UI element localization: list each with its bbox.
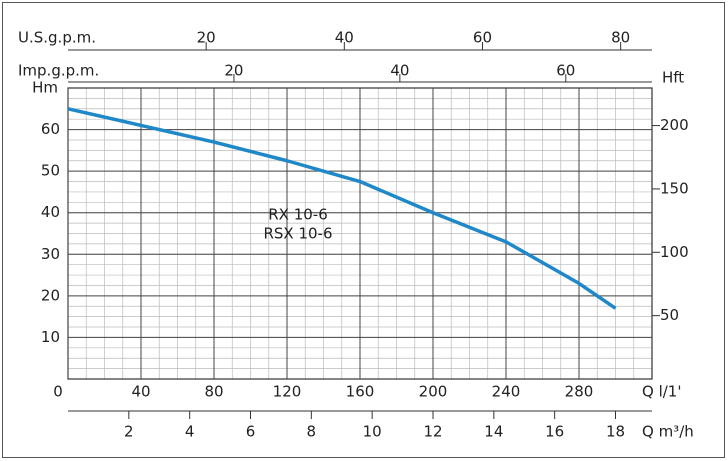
secondary-tick-label: 4 <box>185 423 195 441</box>
secondary-axis-label: U.S.g.p.m. <box>18 29 96 47</box>
x-tick-label: 200 <box>419 383 448 401</box>
secondary-tick-label: 40 <box>335 29 354 47</box>
secondary-tick-label: 18 <box>606 423 625 441</box>
y2-axis-label: Hft <box>662 69 684 87</box>
secondary-tick-label: 16 <box>545 423 564 441</box>
y-tick-label: 30 <box>41 245 60 263</box>
secondary-axis-label: Imp.g.p.m. <box>18 62 99 80</box>
secondary-tick-label: 2 <box>124 423 134 441</box>
y2-tick-label: 150 <box>660 179 689 197</box>
x-tick-label: 240 <box>492 383 521 401</box>
secondary-tick-label: 80 <box>611 29 630 47</box>
secondary-tick-label: 6 <box>246 423 256 441</box>
x-axis-label: Q l/1' <box>642 383 681 401</box>
y-axis-label: Hm <box>32 79 58 97</box>
y2-tick-label: 100 <box>660 243 689 261</box>
x-tick-label: 0 <box>53 383 63 401</box>
y2-tick-label: 50 <box>660 306 679 324</box>
x-tick-label: 80 <box>204 383 223 401</box>
x-tick-label: 120 <box>273 383 302 401</box>
secondary-tick-label: 12 <box>423 423 442 441</box>
curve-label: RSX 10-6 <box>263 225 332 243</box>
curve-label: RX 10-6 <box>268 206 328 224</box>
secondary-tick-label: 20 <box>197 29 216 47</box>
y-tick-label: 50 <box>41 162 60 180</box>
secondary-tick-label: 14 <box>484 423 503 441</box>
secondary-tick-label: 8 <box>307 423 317 441</box>
y-tick-label: 20 <box>41 286 60 304</box>
y-tick-label: 40 <box>41 203 60 221</box>
secondary-tick-label: 40 <box>390 62 409 80</box>
secondary-tick-label: 60 <box>556 62 575 80</box>
secondary-tick-label: 10 <box>363 423 382 441</box>
x-tick-label: 160 <box>346 383 375 401</box>
y2-tick-label: 200 <box>660 116 689 134</box>
x-tick-label: 40 <box>131 383 150 401</box>
x-tick-label: 280 <box>565 383 594 401</box>
y-tick-label: 10 <box>41 328 60 346</box>
secondary-tick-label: 20 <box>224 62 243 80</box>
secondary-tick-label: 60 <box>473 29 492 47</box>
secondary-axis-label: Q m³/h <box>642 423 694 441</box>
pump-curve <box>67 107 617 310</box>
y-tick-label: 60 <box>41 120 60 138</box>
